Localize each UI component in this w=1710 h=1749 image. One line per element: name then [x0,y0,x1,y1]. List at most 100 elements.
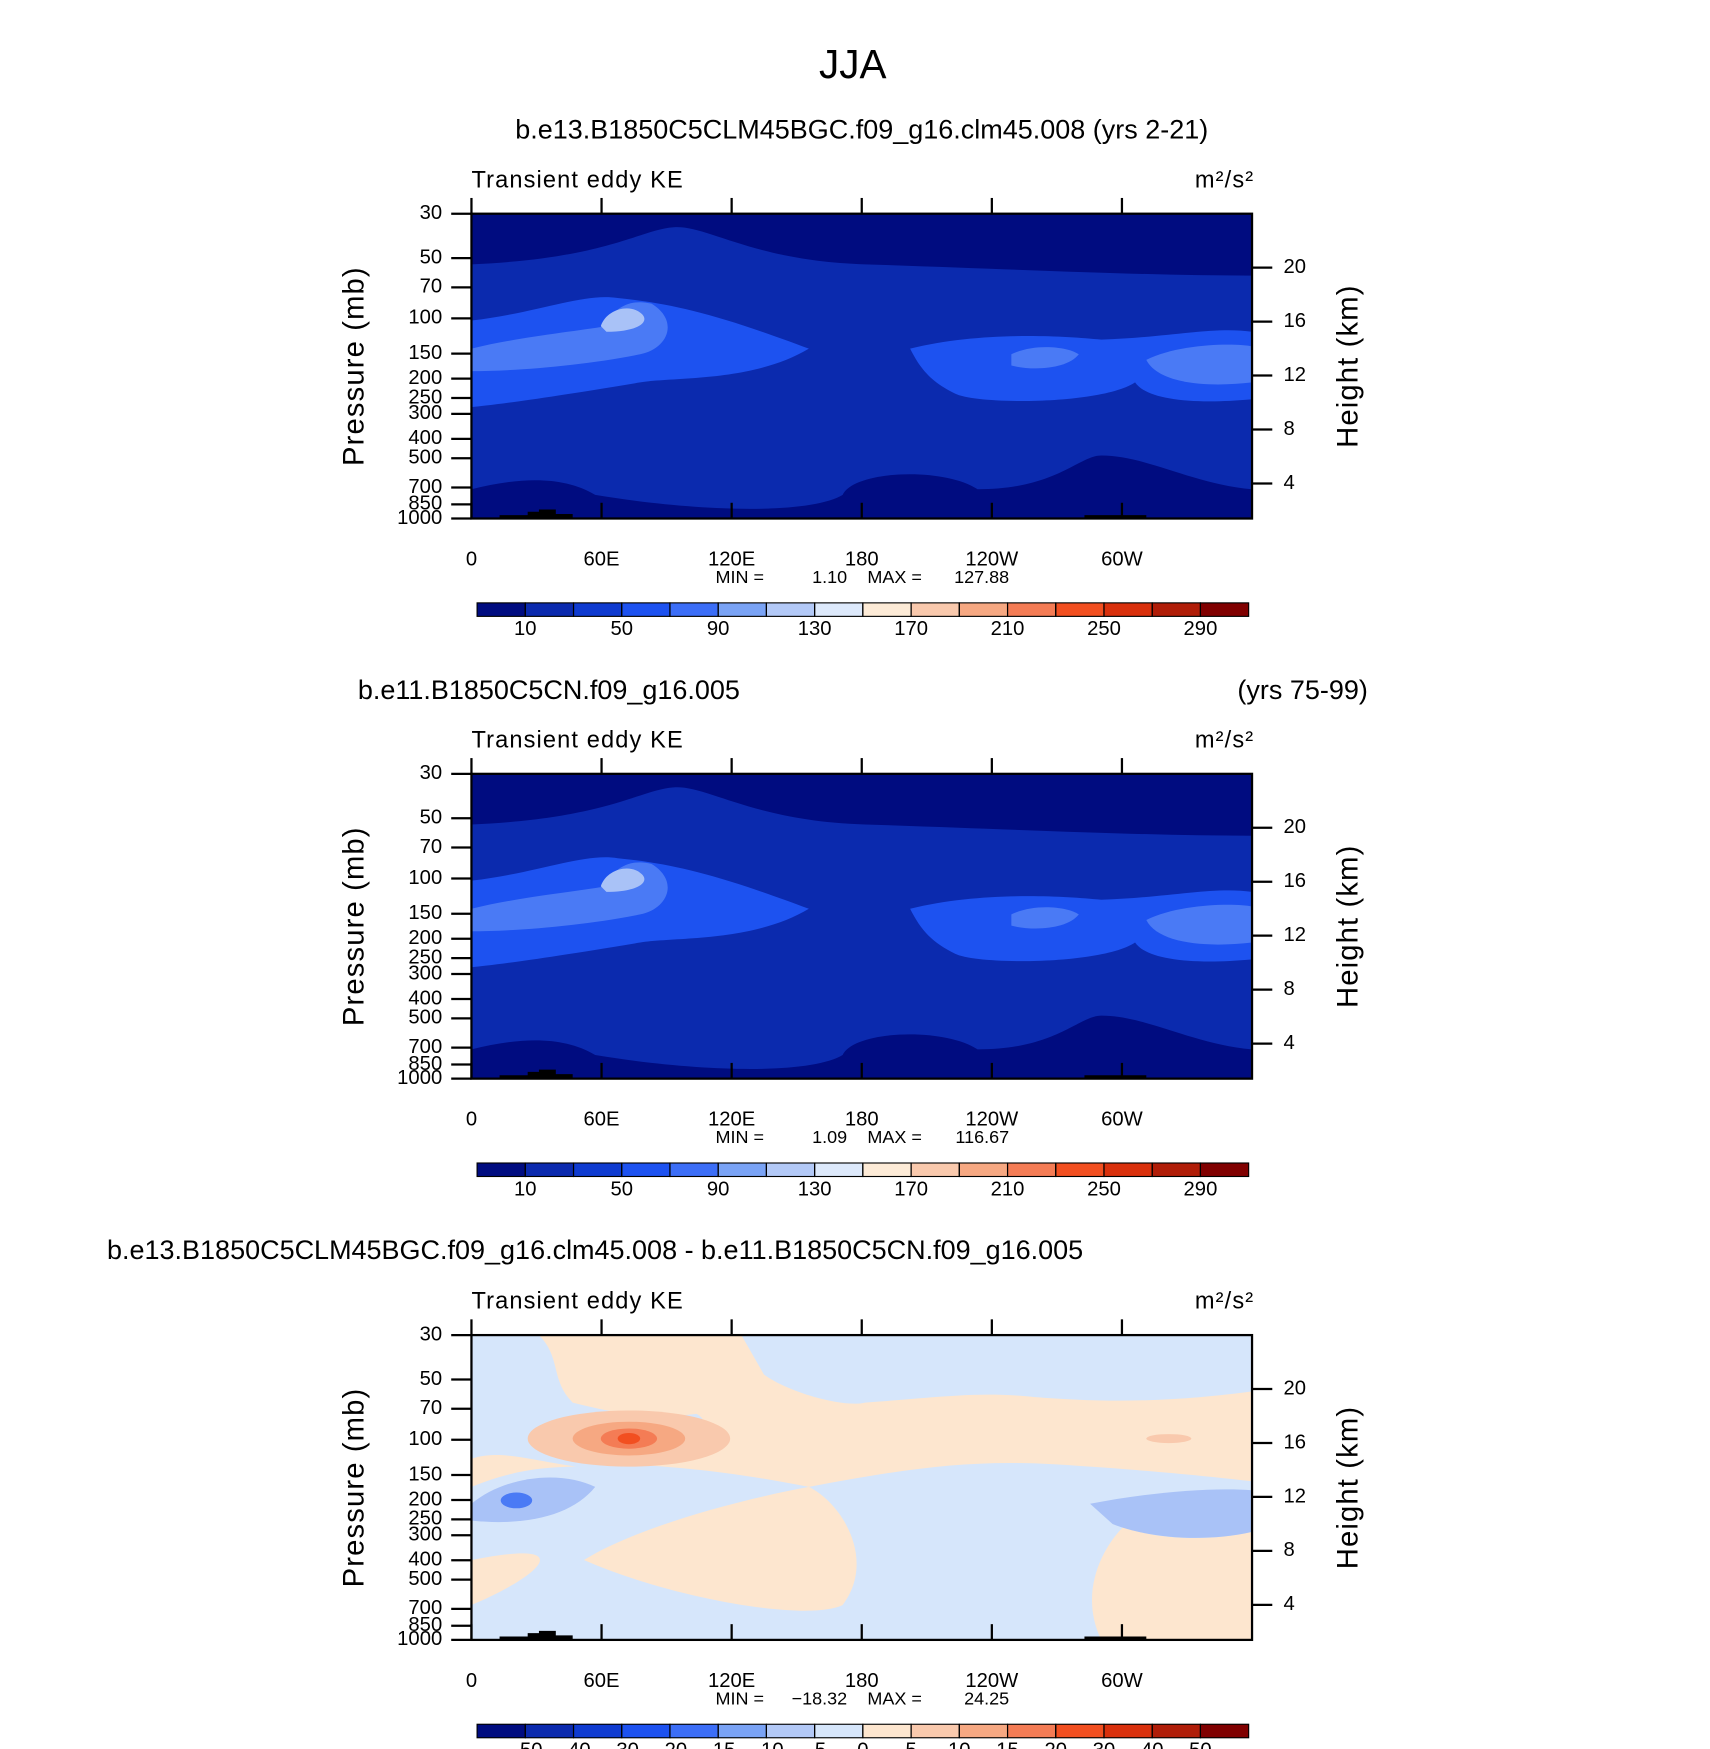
y-tick-label: 150 [408,1463,442,1485]
colorbar-label: 0 [857,1740,868,1749]
colorbar-box [621,1162,671,1178]
max-caption: MAX = [867,567,921,587]
colorbar-box [524,602,575,617]
colorbar-box [765,1723,816,1739]
colorbar-label: 20 [1045,1740,1068,1749]
colorbar-label: 10 [514,1178,537,1200]
colorbar-box [910,602,960,617]
colorbar-box [1151,602,1202,617]
x-tick-label: 60E [584,1670,620,1692]
colorbar-box [476,1162,526,1178]
y-axis-label: Pressure (mb) [338,266,370,466]
colorbar-box [717,1723,767,1739]
colorbar-box [524,1723,575,1739]
colorbar-box [958,1162,1009,1178]
colorbar-label: 290 [1184,618,1218,640]
colorbar-box [765,602,816,617]
y-tick-label: 400 [408,427,442,449]
min-caption: MIN = [716,1688,764,1708]
colorbar-box [1055,602,1105,617]
colorbar-box [524,1162,575,1178]
y-tick-label: 700 [408,1036,442,1058]
y2-tick-label: 8 [1284,418,1295,440]
x-tick-label: 60W [1101,548,1144,570]
max-value: 127.88 [954,567,1009,587]
y-tick-label: 100 [408,1428,442,1450]
colorbar-label: −40 [556,1740,590,1749]
min-caption: MIN = [716,567,764,587]
min-value: 1.09 [812,1127,847,1147]
colorbar-label: 5 [905,1740,916,1749]
x-tick-label: 120E [708,548,755,570]
colorbar-box [572,1162,623,1178]
y-tick-label: 300 [408,402,442,424]
max-value: 24.25 [964,1688,1009,1708]
colorbar-label: 130 [798,618,832,640]
colorbar-label: −20 [653,1740,687,1749]
y-tick-label: 500 [408,1568,442,1590]
y-tick-label: 70 [420,836,443,858]
x-tick-label: 60E [584,1109,620,1131]
y-tick-label: 100 [408,867,442,889]
right-string: m²/s² [1195,167,1254,193]
y2-tick-label: 16 [1284,1431,1307,1453]
colorbar-box [1055,1723,1105,1739]
y-tick-label: 850 [408,493,442,515]
y2-tick-label: 16 [1284,870,1307,892]
y-tick-label: 50 [420,807,443,829]
y-tick-label: 70 [420,1397,443,1419]
y-tick-label: 300 [408,1524,442,1546]
y-tick-label: 400 [408,1549,442,1571]
right-string: m²/s² [1195,727,1254,753]
y-tick-label: 70 [420,276,443,298]
x-tick-label: 180 [845,1670,879,1692]
figure-title: JJA [819,41,887,87]
min-value: −18.32 [792,1688,848,1708]
y-tick-label: 250 [408,1508,442,1530]
colorbar-label: 170 [894,618,928,640]
left-string: Transient eddy KE [471,167,683,193]
y-tick-label: 50 [420,246,443,268]
colorbar-label: 250 [1087,618,1121,640]
y2-tick-label: 4 [1284,1032,1295,1054]
x-tick-label: 120W [965,1670,1019,1692]
colorbar-box [621,1723,671,1739]
colorbar-box [910,1723,960,1739]
left-string: Transient eddy KE [471,727,683,753]
colorbar-box [621,602,671,617]
right-string: m²/s² [1195,1289,1254,1315]
left-string: Transient eddy KE [471,1289,683,1315]
panel-title: b.e11.B1850C5CN.f09_g16.005 [358,675,740,705]
colorbar-box [814,602,864,617]
max-caption: MAX = [867,1688,921,1708]
colorbar-box [1199,602,1250,617]
colorbar-box [814,1162,864,1178]
panel-title: b.e13.B1850C5CLM45BGC.f09_g16.clm45.008 … [107,1235,1083,1265]
y2-tick-label: 4 [1284,472,1295,494]
colorbar-box [1103,602,1153,617]
colorbar-box [572,1723,623,1739]
colorbar-box [1199,1723,1250,1739]
colorbar-box [476,1723,526,1739]
y-tick-label: 50 [420,1368,443,1390]
y-tick-label: 1000 [397,1067,442,1089]
colorbar-label: −15 [701,1740,735,1749]
x-tick-label: 60W [1101,1109,1144,1131]
colorbar-box [1151,1723,1202,1739]
y2-axis-label: Height (km) [1333,1406,1365,1569]
x-tick-label: 0 [466,1670,477,1692]
colorbar-box [1103,1162,1153,1178]
y-tick-label: 200 [408,927,442,949]
y2-tick-label: 20 [1284,256,1307,278]
y-tick-label: 150 [408,902,442,924]
colorbar-box [862,602,912,617]
colorbar-label: 30 [1093,1740,1116,1749]
y2-axis-label: Height (km) [1333,284,1365,447]
y2-tick-label: 12 [1284,364,1307,386]
y-tick-label: 30 [420,202,443,224]
y-tick-label: 300 [408,962,442,984]
colorbar-box [1006,1162,1057,1178]
y-tick-label: 150 [408,342,442,364]
y2-axis-label: Height (km) [1333,845,1365,1008]
